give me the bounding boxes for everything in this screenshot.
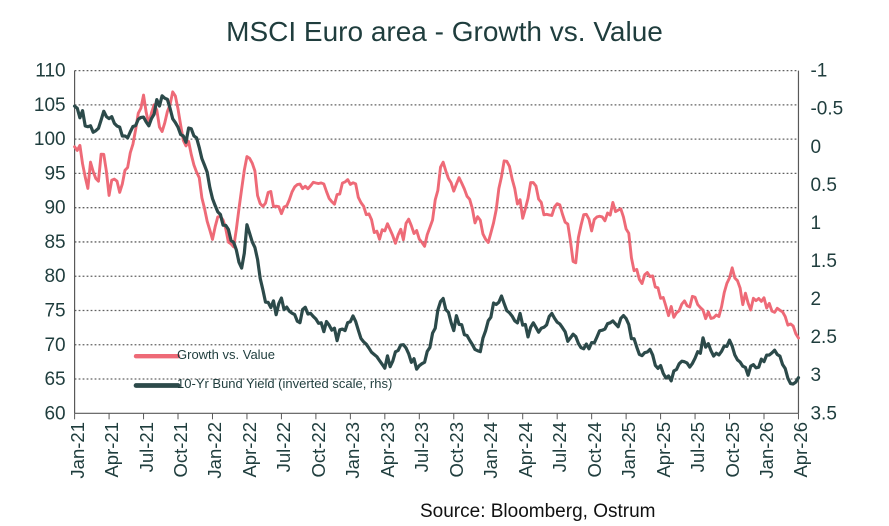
svg-text:70: 70 [44, 335, 65, 356]
svg-text:-0.5: -0.5 [810, 99, 843, 120]
svg-text:80: 80 [44, 266, 65, 287]
svg-text:2.5: 2.5 [810, 327, 836, 348]
svg-text:1: 1 [810, 213, 821, 234]
svg-text:60: 60 [44, 403, 65, 424]
svg-text:95: 95 [44, 163, 65, 184]
svg-text:0: 0 [810, 137, 821, 158]
svg-text:-1: -1 [810, 61, 827, 82]
svg-text:1.5: 1.5 [810, 251, 836, 272]
svg-text:0.5: 0.5 [810, 175, 836, 196]
svg-text:3.5: 3.5 [810, 403, 836, 424]
svg-text:2: 2 [810, 289, 821, 310]
svg-text:75: 75 [44, 300, 65, 321]
svg-text:110: 110 [35, 61, 65, 82]
svg-text:100: 100 [34, 129, 66, 150]
svg-text:90: 90 [44, 198, 65, 219]
svg-text:85: 85 [44, 232, 65, 253]
svg-text:105: 105 [34, 95, 66, 116]
svg-text:65: 65 [44, 369, 65, 390]
svg-text:3: 3 [810, 365, 821, 386]
